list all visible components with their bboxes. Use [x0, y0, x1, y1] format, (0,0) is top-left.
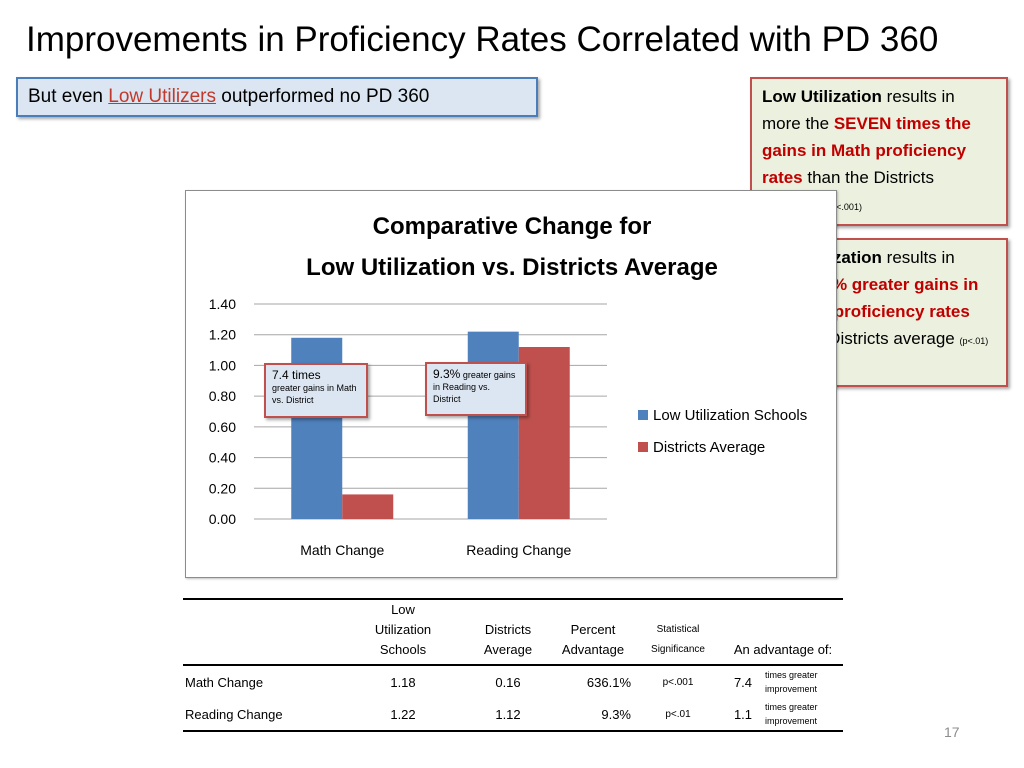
cell-adv-note: times greater improvement: [763, 665, 843, 698]
cell-adv-note: times greater improvement: [763, 698, 843, 731]
bar-note-math-rest: greater gains in Math vs. District: [272, 383, 357, 405]
bar-note-reading: 9.3% greater gains in Reading vs. Distri…: [425, 362, 527, 416]
legend-swatch-blue: [638, 410, 648, 420]
data-table: Low Utilization Schools Districts Averag…: [183, 598, 843, 732]
chart-title-line1: Comparative Change for: [372, 213, 652, 240]
subtitle-suffix: outperformed no PD 360: [215, 86, 430, 107]
bar-note-reading-rest: greater gains in Reading vs. District: [433, 370, 516, 404]
cell-district: 0.16: [495, 674, 521, 690]
adv-note-line2: improvement: [765, 684, 818, 694]
cell-adv: 1.1: [733, 706, 753, 722]
callout-math-emphasis: SEVEN times the gains in Math proficienc…: [762, 114, 971, 187]
chart-title-line2: Low Utilization vs. Districts Average: [306, 254, 718, 281]
subtitle-box: But even Low Utilizers outperformed no P…: [16, 77, 538, 117]
legend-item-low-utilization: Low Utilization Schools: [638, 404, 807, 426]
subtitle-prefix: But even: [28, 86, 109, 107]
bar-note-reading-big: 9.3%: [433, 367, 461, 381]
chart-title: Comparative Change for Low Utilization v…: [262, 206, 762, 288]
cell-low: 1.18: [390, 674, 416, 690]
row-label: Reading Change: [185, 706, 283, 722]
adv-note-line1: times greater: [765, 670, 818, 680]
header-percent-line1: Percent: [570, 622, 616, 637]
header-advantage: An advantage of:: [733, 642, 833, 657]
y-tick-label: 0.40: [209, 450, 236, 466]
y-tick-label: 0.80: [209, 388, 236, 404]
header-stat: Statistical Significance: [633, 599, 723, 665]
cell-district: 1.12: [495, 706, 521, 722]
header-percent: Percent Advantage: [553, 599, 633, 665]
legend-label-low-utilization: Low Utilization Schools: [653, 406, 808, 424]
header-low-line1: Low: [391, 602, 415, 617]
cell-sig: p<.01: [665, 708, 691, 720]
x-category-label: Reading Change: [466, 542, 571, 558]
chart-legend: Low Utilization Schools Districts Averag…: [638, 404, 807, 468]
bar-districts: [342, 494, 394, 519]
header-percent-line2: Advantage: [561, 642, 625, 657]
callout-math-pvalue: (p<.001): [828, 202, 862, 212]
y-tick-label: 0.60: [209, 419, 236, 435]
y-tick-label: 0.20: [209, 480, 236, 496]
cell-sig: p<.001: [662, 676, 694, 688]
y-tick-label: 1.20: [209, 327, 236, 343]
y-tick-label: 1.40: [209, 296, 236, 312]
legend-label-districts: Districts Average: [653, 438, 766, 456]
legend-item-districts: Districts Average: [638, 436, 807, 458]
bar-districts: [518, 347, 570, 519]
x-category-label: Math Change: [300, 542, 384, 558]
callout-math-lead: Low Utilization: [762, 87, 882, 106]
table-row: Math Change 1.18 0.16 636.1% p<.001 7.4 …: [183, 665, 843, 698]
adv-note-line2: improvement: [765, 716, 818, 726]
bar-note-math: 7.4 times greater gains in Math vs. Dist…: [264, 363, 368, 418]
header-districts: Districts Average: [463, 599, 553, 665]
page-number: 17: [944, 724, 960, 740]
bar-note-math-big: 7.4 times: [272, 368, 321, 382]
header-districts-line1: Districts: [484, 622, 532, 637]
header-stat-line1: Statistical: [656, 624, 700, 635]
header-low-utilization: Low Utilization Schools: [343, 599, 463, 665]
table-header-row: Low Utilization Schools Districts Averag…: [183, 599, 843, 665]
y-tick-label: 0.00: [209, 511, 236, 527]
header-blank: [183, 599, 343, 665]
header-districts-line2: Average: [483, 642, 533, 657]
header-stat-line2: Significance: [651, 644, 705, 655]
row-label: Math Change: [185, 674, 264, 690]
header-low-line3: Schools: [379, 642, 427, 657]
adv-note-line1: times greater: [765, 702, 818, 712]
header-low-line2: Utilization: [374, 622, 432, 637]
callout-math-text1: results in more the: [762, 87, 955, 133]
legend-swatch-red: [638, 442, 648, 452]
subtitle-highlight: Low Utilizers: [108, 86, 216, 107]
cell-adv: 7.4: [733, 674, 753, 690]
cell-percent: 9.3%: [601, 706, 631, 722]
cell-low: 1.22: [390, 706, 416, 722]
callout-reading-pvalue: (p<.01): [959, 336, 989, 346]
slide-title: Improvements in Proficiency Rates Correl…: [26, 20, 939, 59]
table-row: Reading Change 1.22 1.12 9.3% p<.01 1.1 …: [183, 698, 843, 731]
y-tick-label: 1.00: [209, 357, 236, 373]
cell-percent: 636.1%: [586, 674, 631, 690]
bar-low-utilization: [467, 331, 519, 519]
